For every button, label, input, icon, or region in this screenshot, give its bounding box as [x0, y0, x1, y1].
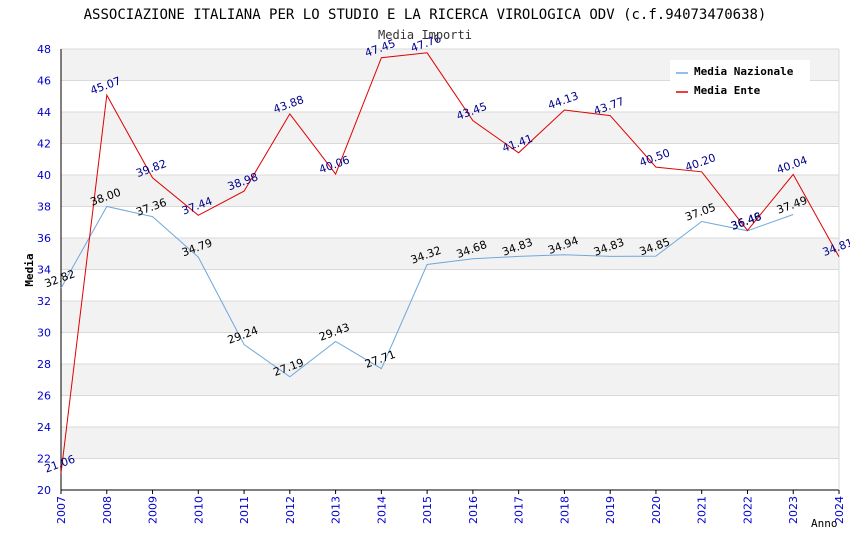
- y-tick-label: 32: [37, 295, 51, 308]
- x-tick-label: 2023: [787, 496, 800, 524]
- x-tick-label: 2007: [55, 496, 68, 524]
- x-tick-label: 2011: [238, 496, 251, 524]
- x-tick-labels: 2007 2008 2009 2010 2011 2012 2013 2014 2015 2016…: [55, 496, 846, 524]
- y-tick-label: 38: [37, 201, 51, 214]
- y-tick-label: 44: [37, 106, 51, 119]
- y-tick-label: 28: [37, 358, 51, 371]
- x-tick-label: 2019: [604, 496, 617, 524]
- chart-title: ASSOCIAZIONE ITALIANA PER LO STUDIO E LA…: [84, 7, 767, 23]
- background-bands: [61, 49, 839, 459]
- x-tick-label: 2018: [558, 496, 571, 524]
- band-30: [61, 301, 839, 333]
- y-tick-label: 26: [37, 390, 51, 403]
- x-tick-label: 2008: [101, 496, 114, 524]
- x-tick-label: 2013: [330, 496, 343, 524]
- x-tick-label: 2010: [192, 496, 205, 524]
- chart-subtitle: Media Importi: [378, 28, 472, 42]
- x-tick-label: 2012: [284, 496, 297, 524]
- band-34: [61, 238, 839, 270]
- x-tick-label: 2021: [696, 496, 709, 524]
- legend: Media Nazionale Media Ente: [670, 60, 810, 102]
- x-axis-label: Anno: [811, 517, 838, 530]
- y-axis-label: Media: [23, 253, 36, 286]
- legend-box: [670, 60, 810, 102]
- x-tick-label: 2022: [741, 496, 754, 524]
- series-line-media-nazionale: [60, 205, 794, 378]
- data-label: 44.13: [546, 89, 580, 112]
- x-tick-label: 2009: [147, 496, 160, 524]
- y-tick-label: 42: [37, 138, 51, 151]
- y-tick-labels: 20 22 24 26 28 30 32 34 36 38 40 42 44 46 48: [37, 43, 51, 497]
- x-tick-label: 2024: [833, 496, 846, 524]
- y-tick-label: 34: [37, 264, 51, 277]
- x-tick-label: 2014: [375, 496, 388, 524]
- y-tick-label: 48: [37, 43, 51, 56]
- y-tick-label: 36: [37, 232, 51, 245]
- band-22: [61, 427, 839, 459]
- y-tick-label: 30: [37, 327, 51, 340]
- series-line-media-ente: [60, 52, 840, 474]
- data-label: 40.20: [683, 151, 717, 174]
- x-tick-label: 2020: [650, 496, 663, 524]
- x-tick-label: 2017: [513, 496, 526, 524]
- band-26: [61, 364, 839, 396]
- axes: [60, 49, 840, 494]
- legend-label-media-nazionale: Media Nazionale: [694, 65, 794, 78]
- series-lines: [60, 52, 840, 474]
- band-38: [61, 175, 839, 207]
- y-tick-label: 20: [37, 484, 51, 497]
- legend-label-media-ente: Media Ente: [694, 84, 761, 97]
- y-tick-label: 46: [37, 75, 51, 88]
- gridlines: [61, 48, 839, 491]
- data-label: 40.04: [775, 154, 809, 177]
- y-tick-label: 40: [37, 169, 51, 182]
- y-tick-label: 22: [37, 453, 51, 466]
- x-tick-label: 2015: [421, 496, 434, 524]
- x-tick-label: 2016: [467, 496, 480, 524]
- band-42: [61, 112, 839, 144]
- y-tick-label: 24: [37, 421, 51, 434]
